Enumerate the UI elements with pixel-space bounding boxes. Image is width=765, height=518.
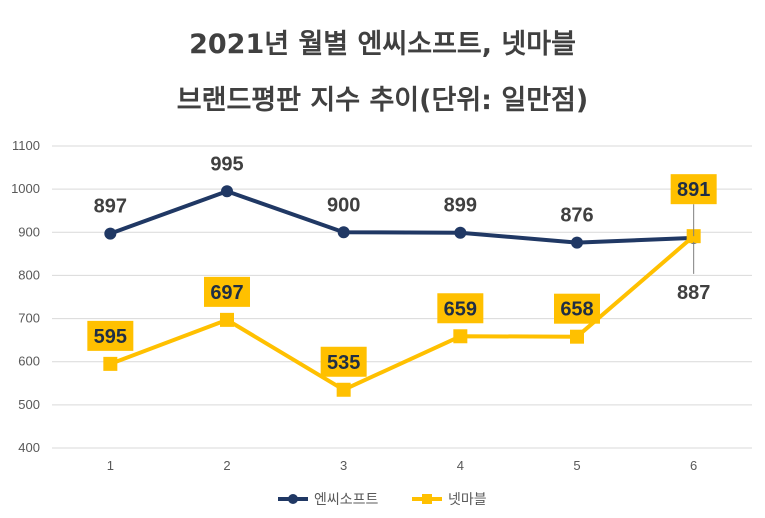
y-tick-label: 700 [18, 311, 40, 326]
data-label-box [670, 174, 717, 205]
data-label-box [204, 276, 250, 307]
data-label-ncsoft: 887 [677, 282, 710, 304]
data-label-box [437, 293, 484, 324]
data-point-netmarble [336, 382, 351, 397]
legend-label: 엔씨소프트 [314, 492, 379, 508]
y-tick-label: 1100 [12, 138, 40, 153]
data-label-netmarble: 659 [444, 298, 477, 320]
y-tick-label: 1000 [11, 181, 40, 196]
data-label-ncsoft: 995 [210, 153, 243, 175]
data-point-netmarble [103, 356, 118, 371]
data-label-netmarble: 891 [677, 179, 710, 201]
y-tick-label: 500 [18, 397, 40, 412]
data-label-ncsoft: 900 [327, 194, 360, 216]
data-label-netmarble: 658 [560, 299, 593, 321]
x-tick-label: 4 [457, 458, 464, 473]
y-tick-label: 400 [18, 440, 40, 455]
data-label-box [320, 346, 367, 377]
data-point-ncsoft [454, 226, 467, 239]
data-label-box [554, 293, 600, 324]
x-tick-label: 6 [690, 458, 697, 473]
data-point-ncsoft [337, 226, 350, 239]
legend-marker [422, 494, 432, 504]
data-point-ncsoft [104, 227, 117, 240]
series-line-netmarble [108, 234, 696, 392]
data-label-ncsoft: 876 [560, 205, 593, 227]
data-label-netmarble: 535 [327, 352, 360, 374]
data-point-ncsoft [571, 236, 583, 249]
chart-title-line-2: 브랜드평판 지수 추이(단위: 일만점) [176, 85, 589, 116]
x-tick-label: 3 [340, 458, 347, 473]
legend-marker [288, 494, 298, 504]
y-tick-label: 900 [18, 224, 40, 239]
legend-item-netmarble: 넷마블 [412, 492, 487, 508]
data-point-netmarble [220, 312, 234, 327]
data-label-box [87, 320, 134, 351]
legend-label: 넷마블 [448, 492, 487, 508]
x-tick-label: 5 [573, 458, 580, 473]
data-label-ncsoft: 899 [444, 195, 477, 217]
x-tick-label: 2 [223, 458, 230, 473]
chart-title-line-1: 2021년 월별 엔씨소프트, 넷마블 [189, 29, 576, 60]
y-tick-label: 800 [18, 267, 40, 282]
series-line-ncsoft [108, 189, 696, 245]
x-tick-label: 1 [107, 458, 114, 473]
data-point-netmarble [570, 329, 584, 344]
legend-item-ncsoft: 엔씨소프트 [278, 492, 379, 508]
data-label-netmarble: 595 [94, 326, 127, 348]
y-tick-label: 600 [18, 354, 40, 369]
data-point-netmarble [453, 329, 468, 344]
data-label-netmarble: 697 [210, 282, 243, 304]
data-point-ncsoft [221, 185, 233, 198]
data-label-ncsoft: 897 [94, 196, 127, 218]
